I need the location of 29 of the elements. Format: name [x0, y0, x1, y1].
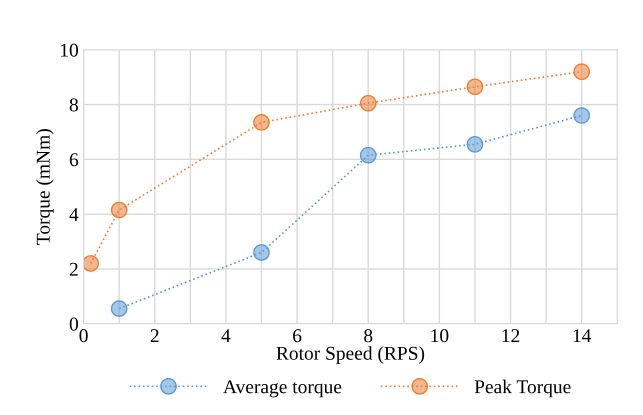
x-tick-label: 2: [150, 329, 159, 342]
point: [466, 136, 484, 153]
x-tick-label: 14: [574, 329, 592, 342]
x-tick-label: 12: [502, 329, 520, 342]
point: [110, 300, 128, 317]
point: [466, 78, 484, 96]
point: [360, 146, 377, 164]
x-tick-label: 8: [364, 329, 372, 342]
point: [84, 255, 100, 272]
y-tick-label: 0: [70, 318, 78, 331]
point: [360, 94, 377, 112]
y-tick-label: 6: [70, 153, 78, 166]
y-axis-title: Torque (mNm): [36, 129, 54, 245]
y-tick-label: 4: [69, 208, 78, 221]
point: [253, 244, 270, 261]
legend-label: Average torque: [223, 380, 342, 398]
y-tick-label: 10: [60, 44, 78, 57]
legend-label: Peak Torque: [474, 380, 571, 398]
y-tick-label: 8: [70, 98, 78, 112]
x-tick-label: 4: [221, 329, 230, 342]
x-tick-label: 10: [431, 329, 448, 342]
x-axis-title: Rotor Speed (RPS): [276, 346, 424, 364]
point: [110, 202, 128, 218]
x-tick-label: 0: [79, 329, 88, 342]
y-tick-label: 2: [70, 262, 78, 276]
point: [573, 63, 590, 80]
x-tick-label: 6: [293, 329, 302, 342]
point: [253, 114, 270, 131]
point: [573, 107, 590, 124]
